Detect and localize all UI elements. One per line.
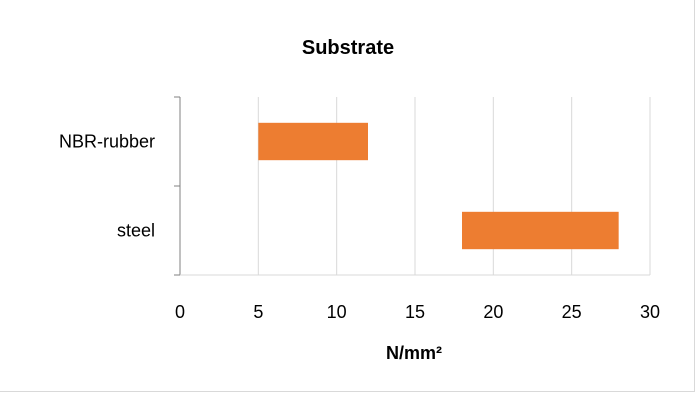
x-tick-label-15: 15 (405, 302, 425, 322)
x-tick-label-25: 25 (562, 302, 582, 322)
chart-title: Substrate (302, 37, 394, 59)
x-tick-labels: 0 5 10 15 20 25 30 (175, 302, 660, 322)
category-labels: NBR-rubber steel (59, 132, 155, 241)
x-tick-label-10: 10 (327, 302, 347, 322)
bar-steel (462, 211, 619, 250)
category-label-steel: steel (117, 221, 155, 241)
x-tick-label-0: 0 (175, 302, 185, 322)
x-tick-label-20: 20 (483, 302, 503, 322)
x-tick-label-30: 30 (640, 302, 660, 322)
x-axis-title: N/mm² (386, 343, 442, 363)
x-tick-label-5: 5 (253, 302, 263, 322)
bar-nbr-rubber (258, 122, 368, 161)
bars (258, 122, 619, 250)
category-label-nbr-rubber: NBR-rubber (59, 132, 155, 152)
axes (174, 96, 650, 276)
